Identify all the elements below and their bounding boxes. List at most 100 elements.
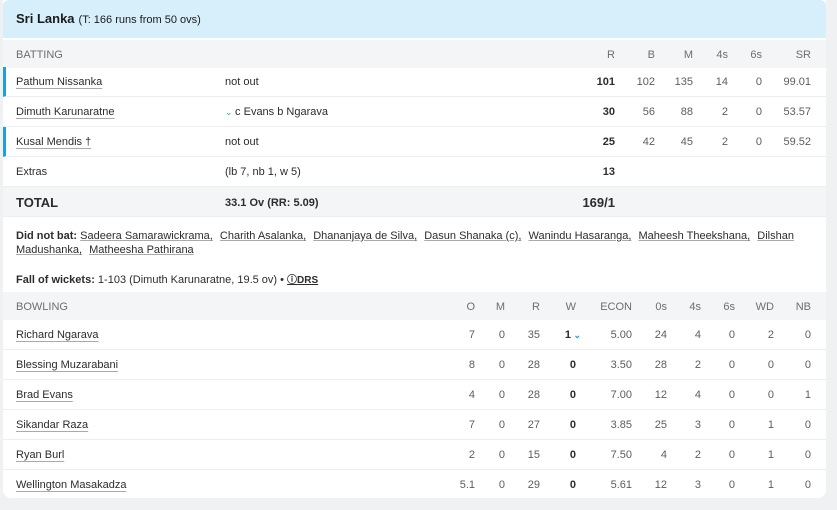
- stat-m: 0: [498, 479, 505, 491]
- stat-m: 0: [498, 329, 505, 341]
- stat-w[interactable]: 1 ⌄: [564, 329, 581, 341]
- extras-value: 13: [602, 166, 615, 178]
- player-link[interactable]: Dilshan Madushanka,: [16, 230, 794, 256]
- column-header-0s: 0s: [655, 301, 667, 313]
- bowler-row: Sikandar Raza 7 0 27 0 3.85 25 3 0 1 0: [3, 410, 826, 440]
- stat-r: 30: [602, 106, 615, 118]
- batter-row: Kusal Mendis † not out 25 42 45 2 0 59.52: [3, 127, 826, 157]
- stat-r: 29: [527, 479, 540, 491]
- stat-b: 42: [642, 136, 655, 148]
- stat-o: 8: [468, 359, 475, 371]
- stat-wd: 1: [767, 479, 774, 491]
- stat-sr: 99.01: [783, 76, 811, 88]
- drs-link[interactable]: ⓘDRS: [287, 275, 319, 286]
- batter-name[interactable]: Dimuth Karunaratne: [16, 106, 115, 118]
- bowler-name[interactable]: Richard Ngarava: [16, 329, 99, 341]
- stat-4s: 3: [694, 479, 701, 491]
- stat-m: 88: [680, 106, 693, 118]
- fall-of-wickets: Fall of wickets: 1-103 (Dimuth Karunarat…: [16, 274, 319, 286]
- batting-header-row: BATTING R B M 4s 6s SR: [3, 40, 826, 68]
- stat-wd: 2: [767, 329, 774, 341]
- column-header-4s: 4s: [689, 301, 701, 313]
- stat-w: 0: [569, 359, 576, 371]
- column-header-4s: 4s: [716, 49, 728, 61]
- stat-o: 7: [468, 329, 475, 341]
- chevron-down-icon[interactable]: ⌄: [570, 330, 581, 340]
- stat-m: 0: [498, 389, 505, 401]
- dismissal[interactable]: ⌄ c Evans b Ngarava: [225, 106, 328, 118]
- stat-6s: 0: [755, 106, 762, 118]
- batter-row: Pathum Nissanka not out 101 102 135 14 0 99.01: [3, 67, 826, 97]
- player-link[interactable]: Maheesh Theekshana,: [638, 230, 751, 242]
- stat-o: 7: [468, 419, 475, 431]
- column-header-6s: 6s: [750, 49, 762, 61]
- stat-econ: 7.00: [610, 389, 632, 401]
- stat-6s: 0: [728, 359, 735, 371]
- stat-4s: 2: [694, 449, 701, 461]
- bowler-row: Brad Evans 4 0 28 0 7.00 12 4 0 0 1: [3, 380, 826, 410]
- stat-o: 4: [468, 389, 475, 401]
- bowler-name[interactable]: Blessing Muzarabani: [16, 359, 119, 371]
- bowling-header-row: BOWLING O M R W ECON 0s 4s 6s WD NB: [3, 292, 826, 320]
- total-row: TOTAL 33.1 Ov (RR: 5.09) 169/1: [3, 187, 826, 217]
- chevron-down-icon[interactable]: ⌄: [225, 107, 236, 117]
- column-header-wd: WD: [755, 301, 774, 313]
- bowler-row: Ryan Burl 2 0 15 0 7.50 4 2 0 1 0: [3, 440, 826, 470]
- target: (T: 166 runs from 50 ovs): [78, 14, 201, 26]
- stat-r: 28: [527, 389, 540, 401]
- innings-header[interactable]: Sri Lanka (T: 166 runs from 50 ovs): [3, 0, 826, 38]
- stat-nb: 0: [804, 419, 811, 431]
- stat-b: 102: [636, 76, 655, 88]
- column-header-m: M: [495, 301, 505, 313]
- stat-6s: 0: [728, 389, 735, 401]
- bowler-name[interactable]: Sikandar Raza: [16, 419, 89, 431]
- stat-w: 0: [569, 419, 576, 431]
- batter-row: Dimuth Karunaratne ⌄ c Evans b Ngarava 30 5…: [3, 97, 826, 127]
- stat-m: 0: [498, 359, 505, 371]
- extras-row: Extras (lb 7, nb 1, w 5) 13: [3, 157, 826, 187]
- player-link[interactable]: Matheesha Pathirana: [89, 244, 194, 256]
- stat-wd: 1: [767, 419, 774, 431]
- stat-nb: 0: [804, 329, 811, 341]
- bowler-name[interactable]: Ryan Burl: [16, 449, 65, 461]
- stat-o: 5.1: [459, 479, 475, 491]
- player-link[interactable]: Wanindu Hasaranga,: [528, 230, 632, 242]
- batter-name[interactable]: Pathum Nissanka: [16, 76, 103, 88]
- total-overs: 33.1 Ov (RR: 5.09): [225, 197, 319, 209]
- stat-econ: 5.61: [610, 479, 632, 491]
- stat-4s: 4: [694, 329, 701, 341]
- stat-w: 0: [569, 479, 576, 491]
- extras-label: Extras: [16, 166, 48, 178]
- stat-m: 0: [498, 419, 505, 431]
- player-link[interactable]: Sadeera Samarawickrama,: [80, 230, 213, 242]
- scorecard: Sri Lanka (T: 166 runs from 50 ovs) BATTI…: [3, 0, 826, 498]
- batter-name[interactable]: Kusal Mendis †: [16, 136, 92, 148]
- stat-nb: 0: [804, 449, 811, 461]
- stat-nb: 0: [804, 479, 811, 491]
- stat-6s: 0: [755, 136, 762, 148]
- stat-nb: 0: [804, 359, 811, 371]
- stat-w: 0: [569, 449, 576, 461]
- player-link[interactable]: Dasun Shanaka (c),: [424, 230, 522, 242]
- stat-0s: 28: [654, 359, 667, 371]
- bowler-name[interactable]: Wellington Masakadza: [16, 479, 127, 491]
- stat-0s: 12: [654, 389, 667, 401]
- stat-wd: 1: [767, 449, 774, 461]
- bowling-title: BOWLING: [16, 301, 68, 313]
- stat-6s: 0: [755, 76, 762, 88]
- stat-econ: 3.85: [610, 419, 632, 431]
- stat-4s: 14: [715, 76, 728, 88]
- bowler-name[interactable]: Brad Evans: [16, 389, 73, 401]
- stat-m: 0: [498, 449, 505, 461]
- total-label: TOTAL: [16, 195, 59, 210]
- stat-6s: 0: [728, 419, 735, 431]
- stat-nb: 1: [804, 389, 811, 401]
- stat-r: 27: [527, 419, 540, 431]
- player-link[interactable]: Charith Asalanka,: [219, 230, 307, 242]
- stat-o: 2: [468, 449, 475, 461]
- stat-0s: 25: [654, 419, 667, 431]
- stat-r: 101: [596, 76, 615, 88]
- column-header-econ: ECON: [600, 301, 632, 313]
- player-link[interactable]: Dhananjaya de Silva,: [313, 230, 418, 242]
- column-header-r: R: [532, 301, 540, 313]
